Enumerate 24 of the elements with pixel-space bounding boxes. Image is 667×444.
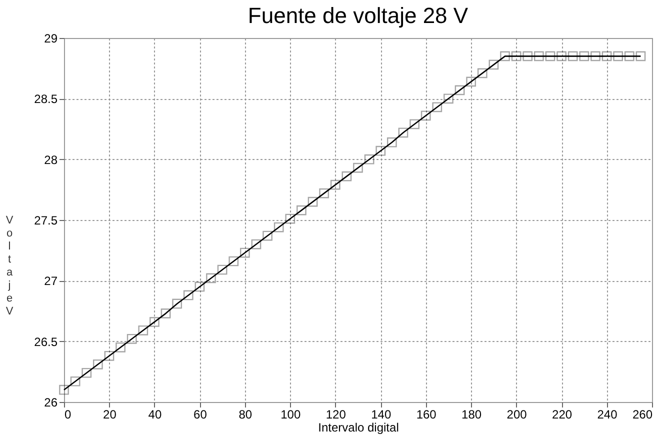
x-tick-label: 140 — [371, 408, 392, 422]
x-tick-label: 120 — [326, 408, 346, 422]
x-tick-label: 20 — [103, 408, 117, 422]
x-tick-label: 40 — [148, 408, 162, 422]
y-tick-label: 28.5 — [34, 92, 58, 106]
x-tick-label: 220 — [552, 408, 572, 422]
x-tick-label: 160 — [416, 408, 437, 422]
y-tick-label: 26 — [44, 396, 58, 410]
x-tick-label: 80 — [238, 408, 252, 422]
x-tick-label: 60 — [194, 408, 208, 422]
y-tick-label: 28 — [44, 152, 58, 167]
x-tick-label: 100 — [280, 408, 301, 422]
y-tick-label: 29 — [44, 32, 58, 46]
x-tick-label: 180 — [462, 408, 482, 422]
y-tick-label: 27 — [44, 274, 58, 288]
x-axis-title: Intervalo digital — [318, 420, 399, 434]
y-tick-label: 26.5 — [34, 334, 58, 349]
y-tick-label: 27.5 — [34, 214, 58, 228]
x-tick-label: 260 — [632, 408, 653, 422]
x-tick-label: 240 — [597, 408, 618, 422]
x-tick-label: 0 — [64, 408, 72, 422]
x-tick-label: 200 — [506, 408, 528, 422]
chart-title: Fuente de voltaje 28 V — [248, 3, 468, 28]
y-axis-title: Voltaje V — [6, 214, 14, 318]
